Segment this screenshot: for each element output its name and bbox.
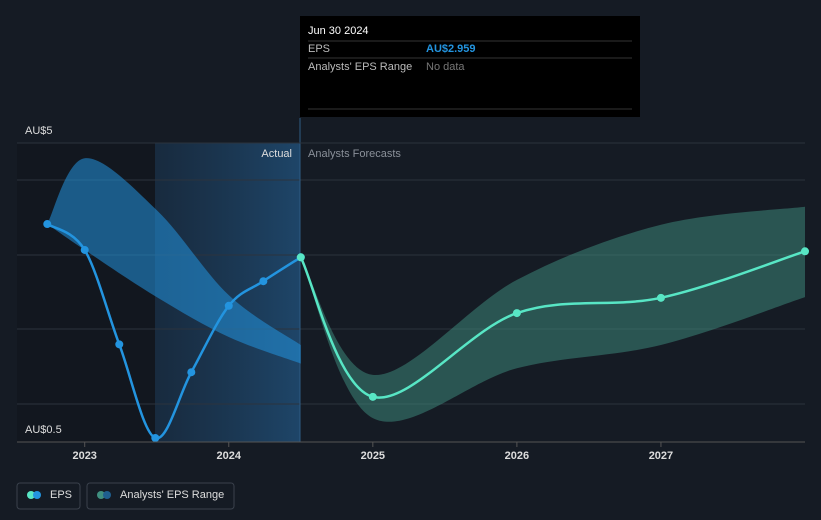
x-tick-label: 2026 <box>505 450 529 462</box>
eps-point <box>368 392 377 401</box>
tooltip-value: No data <box>426 61 465 73</box>
legend-label: EPS <box>50 489 72 501</box>
actual-label: Actual <box>261 148 292 160</box>
range-band <box>300 206 805 422</box>
tooltip-key: Analysts' EPS Range <box>308 61 412 73</box>
y-tick-label: AU$0.5 <box>25 424 62 436</box>
tooltip: Jun 30 2024 EPS AU$2.959 Analysts' EPS R… <box>300 16 640 117</box>
eps-point <box>656 293 665 302</box>
legend-item[interactable] <box>16 482 81 510</box>
range-band <box>47 158 301 364</box>
legend: EPS Analysts' EPS Range <box>16 482 235 510</box>
legend-swatch <box>27 491 35 499</box>
x-tick-label: 2025 <box>361 450 385 462</box>
eps-point <box>512 309 521 318</box>
forecast-label: Analysts Forecasts <box>308 148 401 160</box>
eps-point <box>801 247 809 256</box>
eps-point <box>151 434 160 443</box>
eps-point <box>259 277 268 286</box>
eps-point <box>43 220 52 229</box>
y-tick-label: AU$5 <box>25 125 53 137</box>
x-tick-label: 2027 <box>649 450 673 462</box>
legend-swatch <box>97 491 105 499</box>
eps-line <box>46 222 302 440</box>
eps-point <box>224 301 233 310</box>
x-tick-label: 2024 <box>217 450 242 462</box>
tooltip-date: Jun 30 2024 <box>308 25 369 37</box>
eps-point <box>296 253 305 262</box>
tooltip-key: EPS <box>308 43 330 55</box>
legend-swatch <box>33 491 41 499</box>
x-tick-label: 2023 <box>72 450 96 462</box>
eps-point <box>187 368 196 377</box>
eps-point <box>115 340 124 349</box>
tooltip-value: AU$2.959 <box>426 43 476 55</box>
eps-point <box>80 245 89 254</box>
legend-label: Analysts' EPS Range <box>120 489 224 501</box>
legend-swatch <box>103 491 111 499</box>
legend-item[interactable] <box>86 482 235 510</box>
tooltip-box <box>300 16 640 117</box>
